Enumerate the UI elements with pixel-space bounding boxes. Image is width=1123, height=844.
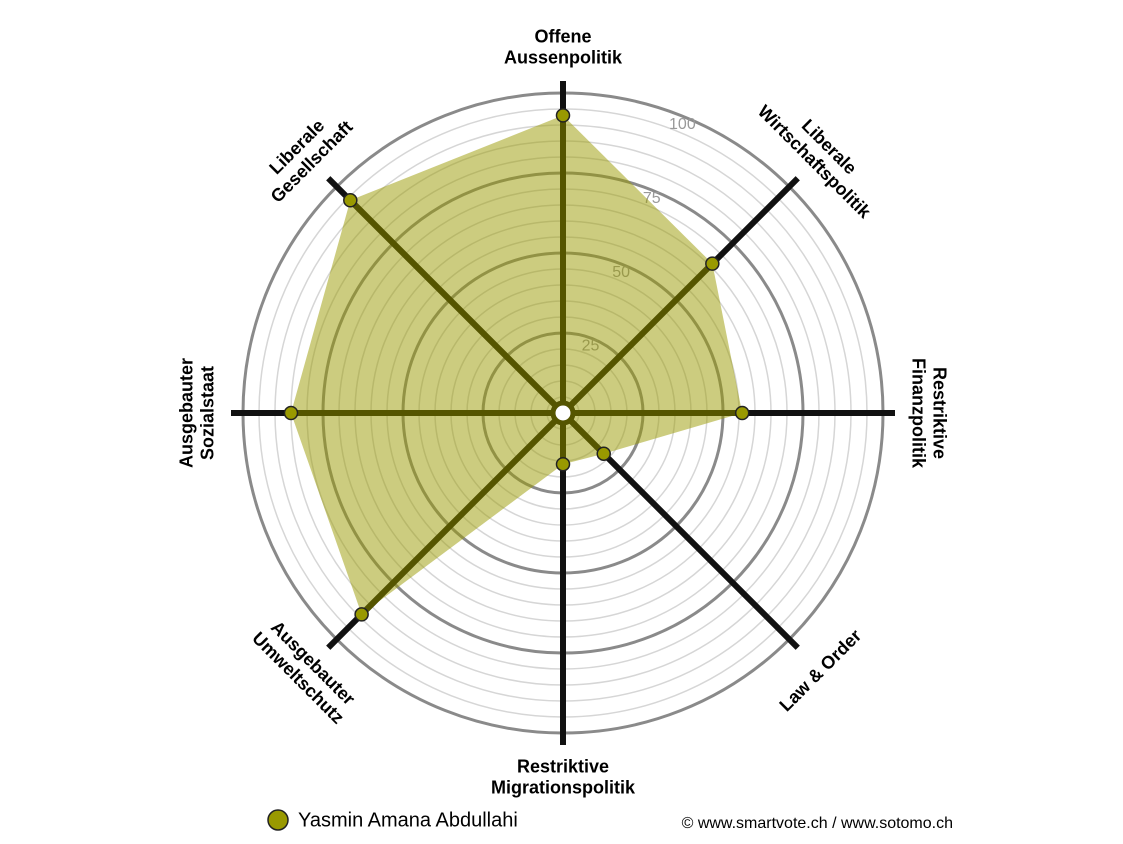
axis-label-line: Restriktive — [930, 367, 950, 459]
data-point — [705, 256, 720, 271]
data-point — [354, 607, 369, 622]
axis-label-line: Aussenpolitik — [504, 47, 623, 67]
center — [550, 400, 576, 426]
legend-label: Yasmin Amana Abdullahi — [298, 809, 518, 831]
source: © www.smartvote.ch / www.sotomo.ch — [682, 815, 953, 832]
data-point — [596, 446, 611, 461]
data-point — [555, 108, 571, 123]
axis-label-line: Finanzpolitik — [909, 358, 929, 469]
axis-label-line: Sozialstaat — [197, 366, 217, 460]
data-point — [343, 193, 358, 208]
data-point — [734, 405, 750, 421]
data-point — [555, 456, 571, 472]
axis-label: Offene Aussenpolitik — [504, 26, 623, 67]
value-spoke — [359, 410, 566, 617]
axis-label-line: Restriktive — [517, 756, 609, 776]
axis-label: AusgebauterSozialstaat — [176, 358, 217, 468]
tick-label: 100 — [669, 116, 696, 133]
axis-label-line: Migrationspolitik — [491, 777, 636, 797]
axis-label: RestriktiveFinanzpolitik — [909, 358, 950, 469]
axis-label: Restriktive Migrationspolitik — [491, 756, 636, 797]
value-spoke — [560, 261, 715, 416]
data-point — [283, 405, 299, 421]
value-spoke — [348, 198, 566, 416]
legend-marker — [267, 809, 289, 831]
axis-label-line: Offene — [534, 26, 591, 46]
axis-label-line: Ausgebauter — [176, 358, 196, 468]
